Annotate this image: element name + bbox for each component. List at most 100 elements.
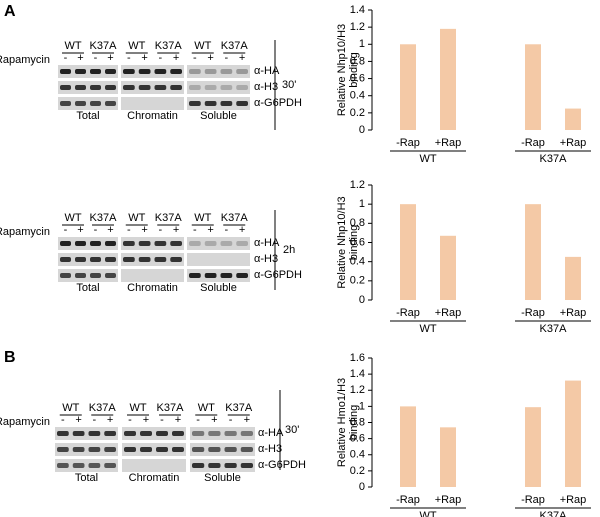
sign-label: - [61,414,65,426]
band [192,431,205,436]
genotype-label: K37A [155,212,183,224]
genotype-label: K37A [221,212,249,224]
band [104,463,116,468]
band [90,69,101,74]
band [208,447,221,452]
sign-label: - [128,414,132,426]
time-label: 2h [283,244,295,256]
antibody-label: α-HA [258,427,284,439]
genotype-label: WT [129,402,146,414]
band [224,463,237,468]
band [220,273,233,278]
band [172,431,184,436]
blot-strip [122,427,186,440]
sign-label: + [173,52,179,64]
sign-label: - [64,224,68,236]
band [123,241,135,246]
band [240,431,253,436]
blot-strip [58,253,118,266]
blot-strip [58,97,118,110]
band [72,463,85,468]
band [90,85,101,90]
blot-strip [187,237,250,250]
sign-label: - [225,52,229,64]
band [60,101,71,106]
sign-label: - [193,224,197,236]
band [154,241,167,246]
fraction-label: Soluble [204,472,241,484]
band [204,69,217,74]
y-tick-label: 0.8 [350,217,365,229]
y-tick-label: 1.2 [350,384,365,396]
x-tick-label: +Rap [435,494,462,506]
blot-strip [122,443,186,456]
band [189,273,201,278]
band [90,241,101,246]
band [189,69,201,74]
group-label: K37A [540,153,568,165]
sign-label: + [211,414,217,426]
band [204,85,217,90]
genotype-label: K37A [157,402,185,414]
sign-label: + [75,414,81,426]
blot-strip [55,427,118,440]
fraction-label: Soluble [200,110,237,122]
y-axis-label: Relative Nhp10/H3 [336,196,348,288]
band [140,447,152,452]
fraction-label: Chromatin [127,282,178,294]
band [220,85,233,90]
sign-label: + [143,414,149,426]
antibody-label: α-G6PDH [258,459,306,471]
band [123,257,135,262]
fraction-label: Total [75,472,98,484]
band [236,85,248,90]
y-tick-label: 1 [359,400,365,412]
band [60,85,71,90]
band [224,431,237,436]
genotype-label: WT [198,402,215,414]
y-tick-label: 0 [359,124,365,136]
treatment-label: Rapamycin [0,54,50,66]
genotype-label: WT [194,212,211,224]
group-label: WT [419,153,436,165]
group-label: K37A [540,510,568,517]
sign-label: + [77,224,83,236]
band [124,431,136,436]
band [60,257,71,262]
sign-label: - [229,414,233,426]
band [138,257,151,262]
group-label: WT [419,323,436,335]
x-tick-label: -Rap [521,494,545,506]
blot-strip [121,269,184,282]
band [208,463,221,468]
sign-label: - [193,52,197,64]
blot-strip [190,427,255,440]
blot-strip [190,443,255,456]
y-tick-label: 0 [359,294,365,306]
sign-label: + [141,52,147,64]
y-tick-label: 1.2 [350,21,365,33]
band [138,241,151,246]
band [140,431,152,436]
sign-label: + [107,224,113,236]
fraction-label: Chromatin [127,110,178,122]
bar [400,44,416,130]
band [170,257,182,262]
blot-strip [58,237,118,250]
y-axis-label: Relative Hmo1/H3 [336,378,348,467]
sign-label: - [127,224,131,236]
genotype-label: WT [64,40,81,52]
band [156,431,168,436]
band [105,241,116,246]
antibody-label: α-G6PDH [254,269,302,281]
band [220,241,233,246]
antibody-label: α-G6PDH [254,97,302,109]
band [57,447,69,452]
bar [565,108,581,130]
bar [525,44,541,130]
bar [565,380,581,487]
sign-label: + [244,414,250,426]
blot-strip [187,253,250,266]
band [156,447,168,452]
